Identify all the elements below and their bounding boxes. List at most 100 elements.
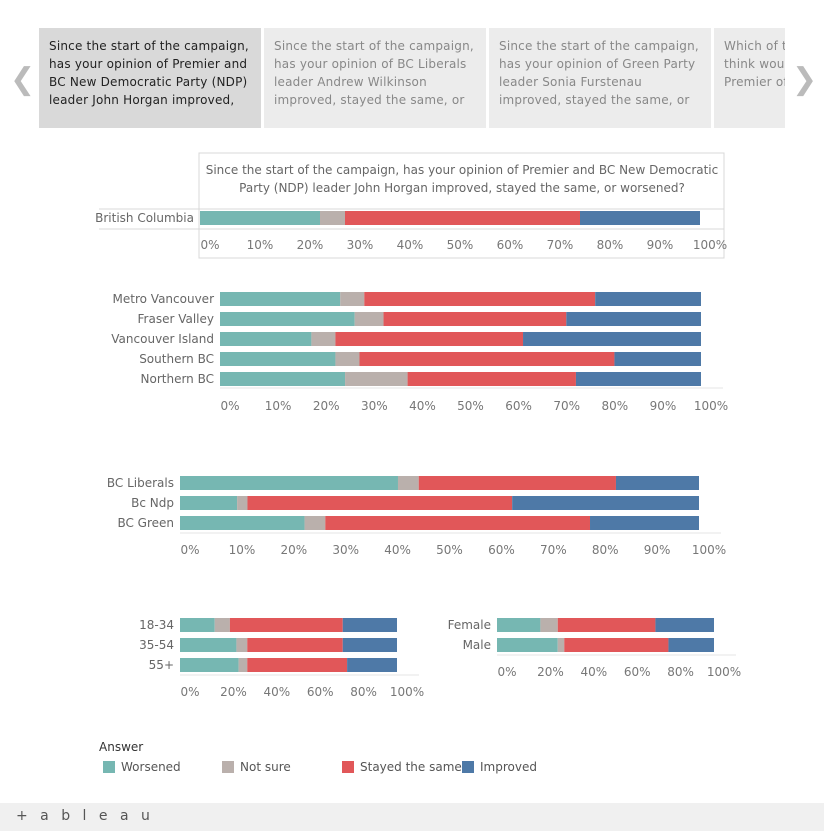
- chart-panel-4: 18-34 35-54 55+ 0% 20% 40% 60% 80% 100%: [139, 618, 424, 699]
- legend-swatch: [462, 761, 474, 773]
- chart-panel-2: Metro Vancouver Fraser Valley Vancouver Is…: [111, 292, 728, 413]
- bar-segment-not-sure[interactable]: [540, 618, 558, 632]
- legend-swatch: [103, 761, 115, 773]
- bar-segment-not-sure[interactable]: [340, 292, 365, 306]
- tab-furstenau[interactable]: Since the start of the campaign, has you…: [489, 28, 711, 128]
- bar-segment-improved[interactable]: [668, 638, 714, 652]
- legend-item-improved[interactable]: Improved: [462, 760, 537, 774]
- bar-segment-not-sure[interactable]: [236, 638, 248, 652]
- bar-segment-stayed-the-same[interactable]: [247, 638, 343, 652]
- bar-segment-not-sure[interactable]: [397, 476, 419, 490]
- bar-segment-stayed-the-same[interactable]: [364, 292, 596, 306]
- bar-segment-improved[interactable]: [575, 372, 701, 386]
- x-tick-label: 70%: [540, 543, 567, 557]
- bar-segment-improved[interactable]: [512, 496, 699, 510]
- category-label: Male: [463, 638, 491, 652]
- bar-segment-stayed-the-same[interactable]: [564, 638, 669, 652]
- legend-item-stayed-the-same[interactable]: Stayed the same: [342, 760, 462, 774]
- bar-segment-improved[interactable]: [342, 618, 397, 632]
- bar-segment-improved[interactable]: [615, 476, 699, 490]
- bar-segment-worsened[interactable]: [220, 312, 355, 326]
- x-tick-label: 40%: [384, 543, 411, 557]
- bar-segment-stayed-the-same[interactable]: [359, 352, 615, 366]
- x-tick-label: 50%: [457, 399, 484, 413]
- x-tick-label: 0%: [220, 399, 239, 413]
- bar-segment-worsened[interactable]: [220, 352, 336, 366]
- bar-segment-worsened[interactable]: [180, 618, 215, 632]
- bar-segment-worsened[interactable]: [180, 658, 239, 672]
- bar-segment-worsened[interactable]: [220, 372, 346, 386]
- x-tick-label: 0%: [180, 685, 199, 699]
- tab-wilkinson[interactable]: Since the start of the campaign, has you…: [264, 28, 486, 128]
- chevron-left-icon: ❮: [10, 62, 36, 97]
- category-label: Northern BC: [141, 372, 215, 386]
- x-tick-label: 0%: [200, 238, 219, 252]
- bar-segment-not-sure[interactable]: [320, 211, 345, 225]
- legend-item-worsened[interactable]: Worsened: [103, 760, 181, 774]
- x-tick-label: 70%: [553, 399, 580, 413]
- charts-canvas: British Columbia 0% 10% 20% 30% 40% 50% 60% 70% 8…: [95, 152, 741, 699]
- bar-segment-not-sure[interactable]: [335, 352, 360, 366]
- bar-segment-stayed-the-same[interactable]: [407, 372, 576, 386]
- legend-item-not-sure[interactable]: Not sure: [222, 760, 291, 774]
- bar-segment-improved[interactable]: [595, 292, 701, 306]
- bar-segment-improved[interactable]: [580, 211, 700, 225]
- bar-segment-not-sure[interactable]: [354, 312, 384, 326]
- tab-horgan[interactable]: Since the start of the campaign, has you…: [39, 28, 261, 128]
- legend-swatch: [342, 761, 354, 773]
- bar-segment-improved[interactable]: [347, 658, 397, 672]
- x-tick-label: 20%: [220, 685, 247, 699]
- bar-segment-worsened[interactable]: [200, 211, 320, 225]
- bar-segment-worsened[interactable]: [180, 516, 305, 530]
- bar-segment-improved[interactable]: [523, 332, 701, 346]
- bar-segment-improved[interactable]: [614, 352, 701, 366]
- x-tick-label: 80%: [350, 685, 377, 699]
- x-tick-label: 30%: [332, 543, 359, 557]
- category-label: Metro Vancouver: [113, 292, 215, 306]
- chart-panel-1: British Columbia 0% 10% 20% 30% 40% 50% 60% 70% 8…: [95, 152, 727, 259]
- legend: Answer Worsened Not sure Stayed the same…: [99, 740, 699, 780]
- bar-segment-not-sure[interactable]: [237, 496, 248, 510]
- bar-segment-stayed-the-same[interactable]: [383, 312, 567, 326]
- chart-panel-3: BC Liberals Bc Ndp BC Green 0% 10% 20% 30% 40% 5…: [107, 476, 726, 557]
- bar-segment-worsened[interactable]: [180, 638, 237, 652]
- bar-segment-stayed-the-same[interactable]: [335, 332, 524, 346]
- x-tick-label: 90%: [650, 399, 677, 413]
- bar-segment-stayed-the-same[interactable]: [247, 658, 348, 672]
- bar-segment-improved[interactable]: [590, 516, 699, 530]
- bar-segment-stayed-the-same[interactable]: [247, 496, 513, 510]
- tab-best-premier[interactable]: Which of the leaders do you think would …: [714, 28, 785, 128]
- bar-segment-not-sure[interactable]: [238, 658, 248, 672]
- bar-segment-stayed-the-same[interactable]: [345, 211, 580, 225]
- bar-segment-stayed-the-same[interactable]: [557, 618, 656, 632]
- bar-segment-not-sure[interactable]: [557, 638, 565, 652]
- bar-segment-improved[interactable]: [566, 312, 701, 326]
- tab-label: Since the start of the campaign, has you…: [499, 39, 699, 107]
- previous-tab-button[interactable]: ❮: [10, 62, 35, 97]
- bar-segment-worsened[interactable]: [180, 496, 238, 510]
- bar-segment-stayed-the-same[interactable]: [229, 618, 343, 632]
- legend-swatch: [222, 761, 234, 773]
- bar-segment-not-sure[interactable]: [214, 618, 230, 632]
- x-tick-label: 50%: [447, 238, 474, 252]
- bar-segment-worsened[interactable]: [497, 618, 541, 632]
- bar-segment-worsened[interactable]: [220, 332, 312, 346]
- x-tick-label: 80%: [592, 543, 619, 557]
- bar-segment-improved[interactable]: [655, 618, 714, 632]
- bar-segment-improved[interactable]: [342, 638, 397, 652]
- category-label: Bc Ndp: [131, 496, 174, 510]
- x-tick-label: 50%: [436, 543, 463, 557]
- chevron-right-icon: ❯: [792, 62, 818, 97]
- bar-segment-not-sure[interactable]: [304, 516, 326, 530]
- x-tick-label: 60%: [497, 238, 524, 252]
- bar-segment-stayed-the-same[interactable]: [418, 476, 616, 490]
- bar-segment-worsened[interactable]: [497, 638, 558, 652]
- bar-segment-not-sure[interactable]: [311, 332, 336, 346]
- bar-segment-worsened[interactable]: [180, 476, 398, 490]
- tableau-logo[interactable]: + a b l e a u: [16, 808, 154, 824]
- bar-segment-stayed-the-same[interactable]: [325, 516, 591, 530]
- bar-segment-worsened[interactable]: [220, 292, 341, 306]
- x-tick-label: 10%: [229, 543, 256, 557]
- bar-segment-not-sure[interactable]: [345, 372, 408, 386]
- next-tab-button[interactable]: ❯: [792, 62, 817, 97]
